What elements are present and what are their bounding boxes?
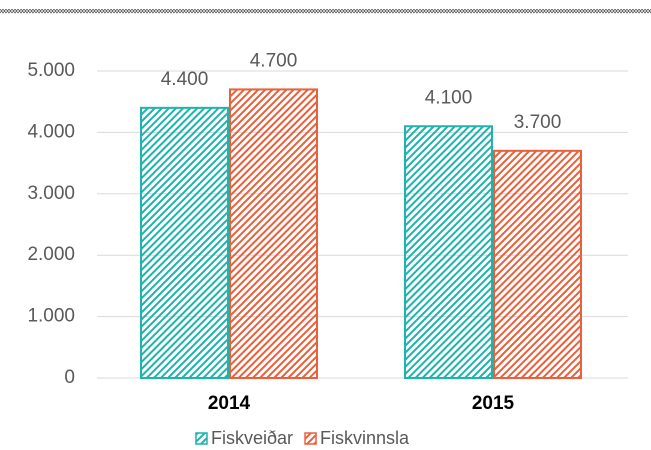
y-tick-label: 3.000 [27, 183, 75, 204]
bar [140, 106, 229, 379]
y-tick-label: 5.000 [27, 60, 75, 81]
y-tick-label: 2.000 [27, 244, 75, 265]
x-tick-label: 2015 [472, 393, 515, 414]
legend-label: Fiskveiðar [211, 428, 293, 448]
x-tick-label: 2014 [208, 393, 251, 414]
y-tick-label: 1.000 [27, 306, 75, 327]
data-label: 4.400 [161, 69, 209, 90]
bar [229, 88, 318, 379]
decorative-border [0, 9, 651, 15]
bar [493, 149, 582, 379]
legend-swatch [195, 432, 208, 445]
legend-swatch [304, 432, 317, 445]
data-label: 4.700 [250, 50, 298, 71]
bar [404, 125, 493, 380]
data-label: 3.700 [514, 112, 562, 133]
legend-label: Fiskvinnsla [320, 428, 410, 448]
data-label: 4.100 [425, 87, 473, 108]
y-tick-label: 4.000 [27, 121, 75, 142]
y-tick-label: 0 [64, 367, 75, 388]
